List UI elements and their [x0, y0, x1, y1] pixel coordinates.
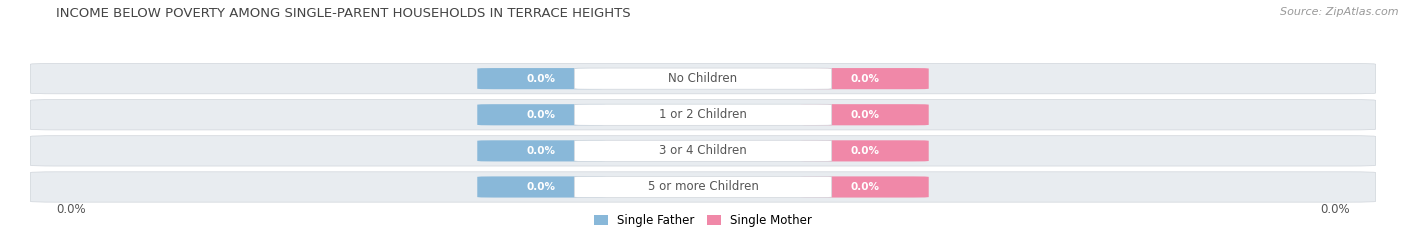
FancyBboxPatch shape [800, 68, 929, 89]
Text: 0.0%: 0.0% [851, 110, 879, 120]
FancyBboxPatch shape [477, 68, 606, 89]
Text: 0.0%: 0.0% [56, 203, 86, 216]
Text: INCOME BELOW POVERTY AMONG SINGLE-PARENT HOUSEHOLDS IN TERRACE HEIGHTS: INCOME BELOW POVERTY AMONG SINGLE-PARENT… [56, 7, 631, 20]
FancyBboxPatch shape [31, 63, 1375, 94]
FancyBboxPatch shape [31, 99, 1375, 130]
FancyBboxPatch shape [477, 140, 606, 161]
FancyBboxPatch shape [800, 140, 929, 161]
Text: 0.0%: 0.0% [527, 182, 555, 192]
Text: 0.0%: 0.0% [527, 110, 555, 120]
FancyBboxPatch shape [574, 68, 832, 89]
FancyBboxPatch shape [477, 176, 606, 198]
Text: 0.0%: 0.0% [527, 74, 555, 84]
Legend: Single Father, Single Mother: Single Father, Single Mother [593, 214, 813, 227]
Text: Source: ZipAtlas.com: Source: ZipAtlas.com [1281, 7, 1399, 17]
FancyBboxPatch shape [800, 104, 929, 125]
FancyBboxPatch shape [800, 176, 929, 198]
FancyBboxPatch shape [477, 104, 606, 125]
Text: 0.0%: 0.0% [1320, 203, 1350, 216]
Text: 3 or 4 Children: 3 or 4 Children [659, 144, 747, 157]
FancyBboxPatch shape [31, 172, 1375, 202]
Text: 1 or 2 Children: 1 or 2 Children [659, 108, 747, 121]
Text: 0.0%: 0.0% [851, 182, 879, 192]
FancyBboxPatch shape [31, 136, 1375, 166]
FancyBboxPatch shape [574, 140, 832, 161]
Text: 5 or more Children: 5 or more Children [648, 181, 758, 193]
FancyBboxPatch shape [574, 176, 832, 198]
Text: 0.0%: 0.0% [851, 74, 879, 84]
FancyBboxPatch shape [574, 104, 832, 125]
Text: 0.0%: 0.0% [851, 146, 879, 156]
Text: No Children: No Children [668, 72, 738, 85]
Text: 0.0%: 0.0% [527, 146, 555, 156]
